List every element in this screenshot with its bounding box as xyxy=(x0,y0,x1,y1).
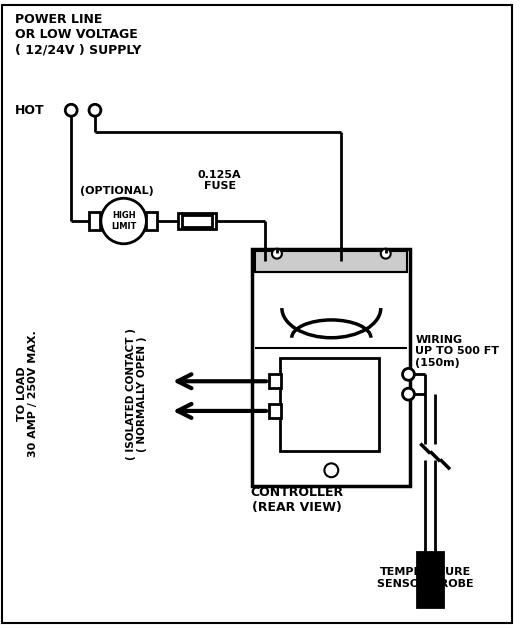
Bar xyxy=(178,213,216,229)
Text: 0.125A
FUSE: 0.125A FUSE xyxy=(198,170,241,192)
Bar xyxy=(252,249,410,486)
Bar xyxy=(418,553,443,607)
Circle shape xyxy=(381,249,391,259)
Bar xyxy=(280,357,379,452)
Circle shape xyxy=(402,388,414,400)
Text: POWER LINE
OR LOW VOLTAGE
( 12/24V ) SUPPLY: POWER LINE OR LOW VOLTAGE ( 12/24V ) SUP… xyxy=(15,13,141,57)
Text: TO LOAD
30 AMP / 250V MAX.: TO LOAD 30 AMP / 250V MAX. xyxy=(17,331,38,457)
Text: WIRING
UP TO 500 FT
(150m): WIRING UP TO 500 FT (150m) xyxy=(415,335,499,368)
Text: TEMPERATURE
SENSOR PROBE: TEMPERATURE SENSOR PROBE xyxy=(377,567,474,589)
Circle shape xyxy=(272,249,282,259)
Circle shape xyxy=(402,369,414,381)
Bar xyxy=(89,212,100,230)
Circle shape xyxy=(66,104,77,116)
Text: CONTROLLER
(REAR VIEW): CONTROLLER (REAR VIEW) xyxy=(250,486,343,514)
Bar xyxy=(182,215,212,227)
Bar xyxy=(255,251,408,273)
Text: HIGH
LIMIT: HIGH LIMIT xyxy=(111,212,136,230)
Text: (OPTIONAL): (OPTIONAL) xyxy=(80,187,153,197)
Text: HOT: HOT xyxy=(15,104,45,117)
Circle shape xyxy=(89,104,101,116)
Circle shape xyxy=(101,198,146,244)
Bar xyxy=(269,374,281,388)
Circle shape xyxy=(324,463,338,477)
Text: ( ISOLATED CONTACT )
( NORMALLY OPEN ): ( ISOLATED CONTACT ) ( NORMALLY OPEN ) xyxy=(126,328,147,460)
Bar xyxy=(146,212,157,230)
Bar xyxy=(269,404,281,418)
